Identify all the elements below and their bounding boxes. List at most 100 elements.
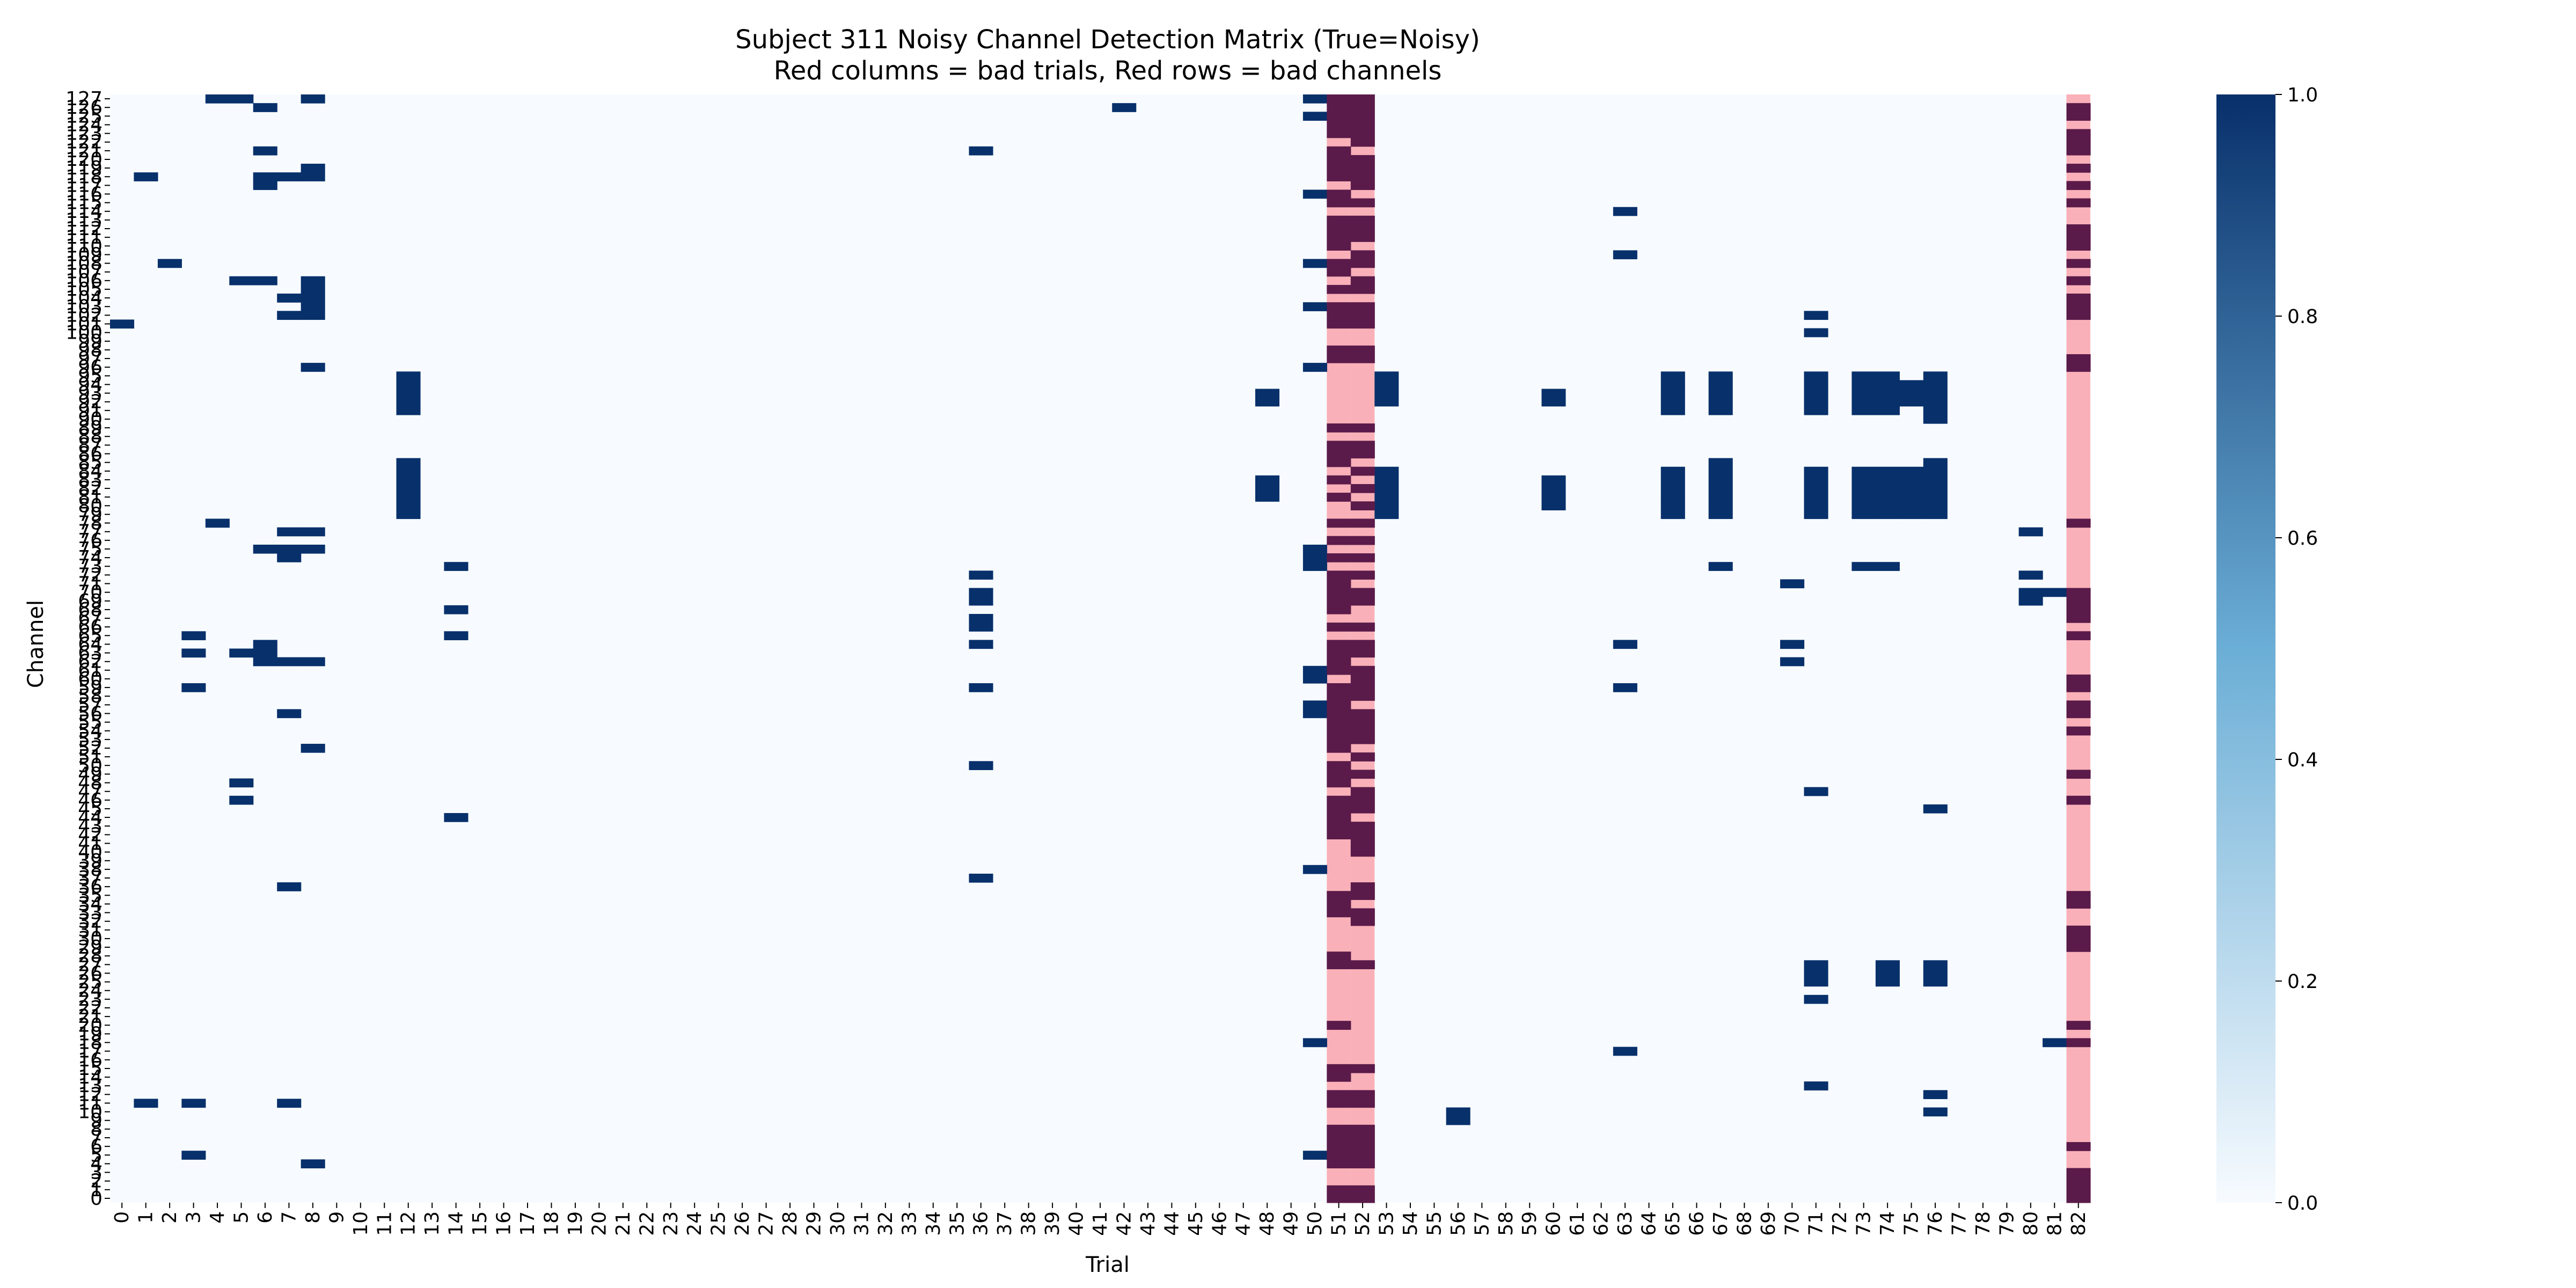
y-tick-label: 42: [78, 824, 103, 846]
noisy-cell: [396, 493, 421, 502]
noisy-cell: [2018, 570, 2043, 580]
x-tick-label: 72: [1829, 1211, 1851, 1236]
y-tick-label: 45: [78, 798, 103, 820]
noisy-cell: [1875, 501, 1900, 510]
bad-trial-noisy-cell: [2066, 1194, 2091, 1203]
bad-trial-noisy-cell: [1327, 1073, 1351, 1082]
y-tick-label: 51: [78, 746, 103, 768]
noisy-cell: [1851, 371, 1876, 380]
bad-trial-noisy-cell: [2066, 891, 2091, 900]
bad-trial-noisy-cell: [1350, 172, 1375, 181]
noisy-cell: [1923, 1107, 1948, 1117]
noisy-cell: [1302, 363, 1327, 372]
noisy-cell: [277, 553, 302, 562]
bad-trial-noisy-cell: [1327, 449, 1351, 459]
bad-trial-noisy-cell: [1350, 735, 1375, 744]
noisy-cell: [1613, 1046, 1637, 1056]
bad-trial-noisy-cell: [1350, 1133, 1375, 1143]
noisy-cell: [253, 103, 277, 112]
y-tick-label: 81: [78, 486, 103, 508]
noisy-cell: [969, 761, 993, 770]
x-tick-label: 33: [898, 1211, 920, 1236]
bad-trial-noisy-cell: [1327, 284, 1351, 294]
x-tick-label: 82: [2068, 1211, 2090, 1236]
bad-trial-noisy-cell: [2066, 241, 2091, 251]
noisy-cell: [1302, 189, 1327, 199]
noisy-cell: [396, 380, 421, 390]
y-tick-label: 122: [65, 131, 103, 153]
x-tick-label: 32: [875, 1211, 897, 1236]
y-tick-label: 68: [78, 599, 103, 621]
y-tick-label: 85: [78, 452, 103, 474]
x-tick-label: 70: [1781, 1211, 1803, 1236]
bad-trial-noisy-cell: [1327, 830, 1351, 840]
bad-trial-noisy-cell: [2066, 683, 2091, 692]
x-tick-label: 43: [1137, 1211, 1159, 1236]
noisy-cell: [1804, 501, 1828, 510]
noisy-cell: [277, 294, 302, 303]
noisy-cell: [1923, 458, 1948, 467]
bad-trial-noisy-cell: [2066, 1168, 2091, 1177]
noisy-cell: [253, 172, 277, 181]
noisy-cell: [205, 94, 230, 104]
noisy-cell: [301, 302, 325, 311]
noisy-cell: [1660, 380, 1685, 390]
y-tick-label: 15: [78, 1058, 103, 1080]
noisy-cell: [1804, 787, 1828, 796]
noisy-cell: [2018, 527, 2043, 537]
bad-trial-noisy-cell: [1350, 103, 1375, 112]
x-tick-label: 78: [1972, 1211, 1994, 1236]
noisy-cell: [301, 284, 325, 294]
y-tick-label: 37: [78, 867, 103, 889]
bad-trial-noisy-cell: [1327, 960, 1351, 970]
noisy-cell: [1923, 371, 1948, 380]
y-tick-label: 80: [78, 495, 103, 517]
bad-trial-noisy-cell: [2066, 294, 2091, 303]
noisy-cell: [396, 484, 421, 493]
bad-trial-noisy-cell: [1350, 752, 1375, 762]
bad-trial-noisy-cell: [1350, 1099, 1375, 1108]
noisy-cell: [1923, 493, 1948, 502]
bad-trial-noisy-cell: [1350, 284, 1375, 294]
noisy-cell: [1804, 969, 1828, 978]
noisy-cell: [181, 1099, 206, 1108]
noisy-cell: [1660, 501, 1685, 510]
bad-trial-noisy-cell: [1350, 441, 1375, 450]
y-tick-label: 62: [78, 651, 103, 673]
bad-trial-noisy-cell: [2066, 709, 2091, 719]
bad-trial-noisy-cell: [2066, 899, 2091, 909]
bad-trial-noisy-cell: [1327, 588, 1351, 597]
y-tick-label: 117: [65, 174, 103, 196]
y-tick-label: 94: [78, 374, 103, 396]
bad-trial-noisy-cell: [1327, 423, 1351, 433]
y-tick-label: 27: [78, 954, 103, 976]
bad-trial-noisy-cell: [1350, 164, 1375, 173]
noisy-cell: [1541, 493, 1566, 502]
noisy-cell: [444, 631, 469, 640]
y-tick-label: 31: [78, 919, 103, 941]
x-tick-label: 31: [851, 1211, 873, 1236]
x-tick-label: 77: [1948, 1211, 1970, 1236]
y-tick-label: 28: [78, 945, 103, 967]
noisy-cell: [1923, 475, 1948, 485]
x-tick-label: 2: [159, 1211, 181, 1224]
noisy-cell: [1804, 389, 1828, 398]
bad-trial-noisy-cell: [1350, 683, 1375, 692]
bad-trial-noisy-cell: [1350, 553, 1375, 562]
noisy-cell: [277, 1099, 302, 1108]
noisy-cell: [253, 181, 277, 191]
y-tick-label: 110: [65, 235, 103, 257]
x-tick-label: 81: [2044, 1211, 2066, 1236]
noisy-cell: [1899, 475, 1924, 485]
colorbar: [2216, 94, 2275, 1203]
bad-trial-noisy-cell: [2066, 588, 2091, 597]
bad-trial-noisy-cell: [1350, 94, 1375, 104]
bad-trial-noisy-cell: [2066, 363, 2091, 372]
noisy-cell: [1302, 94, 1327, 104]
bad-trial-noisy-cell: [1327, 302, 1351, 311]
x-tick-label: 19: [565, 1211, 587, 1236]
y-tick-label: 25: [78, 971, 103, 993]
y-tick-label: 98: [78, 339, 103, 361]
bad-trial-noisy-cell: [1327, 518, 1351, 528]
noisy-cell: [1875, 475, 1900, 485]
